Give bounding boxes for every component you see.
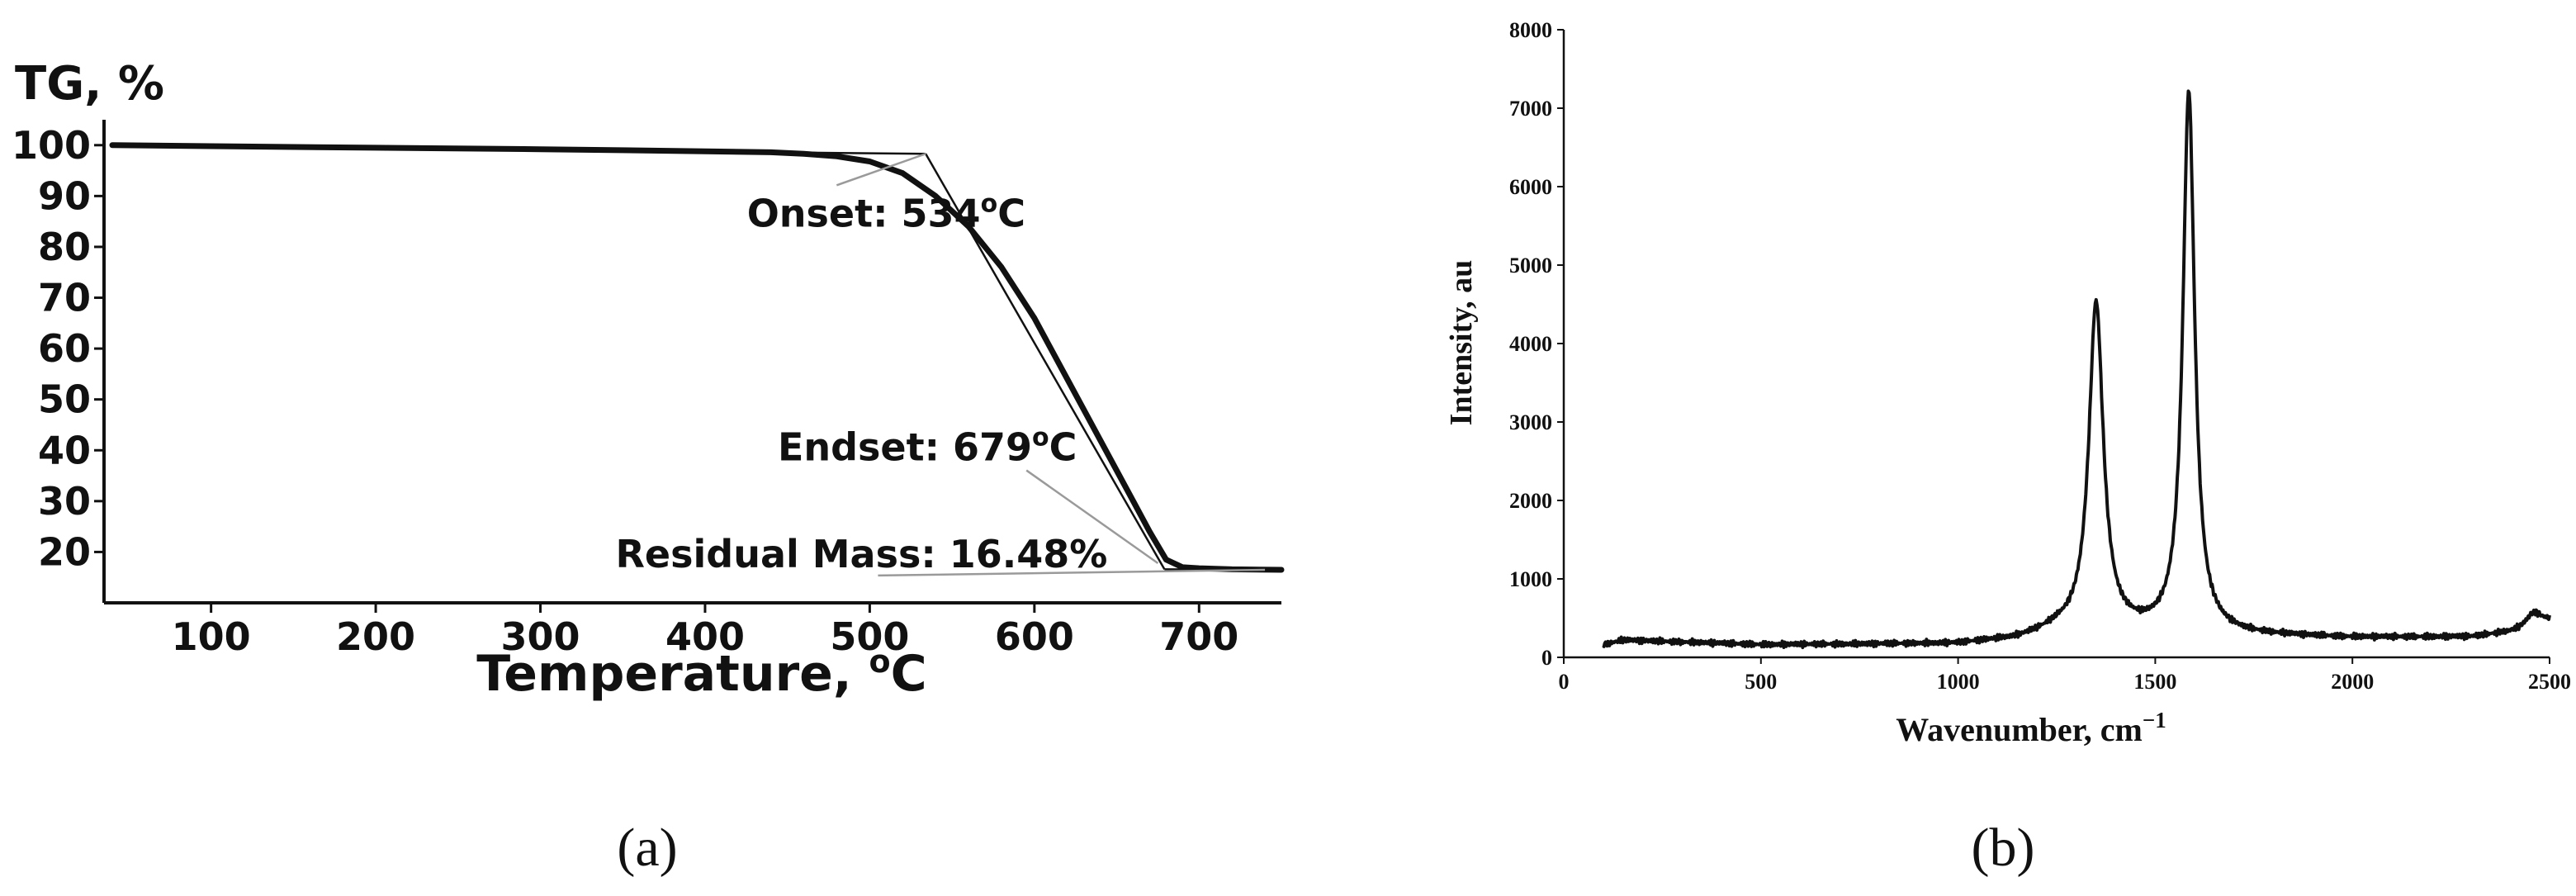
tga-y-tick-label: 20: [38, 529, 91, 574]
raman-x-ticks: 0 500 1000 1500 2000 2500: [1559, 657, 2571, 694]
raman-x-tick-label: 2500: [2528, 670, 2571, 694]
tga-x-tick-label: 600: [995, 614, 1074, 659]
tga-mass-curve: [109, 142, 1285, 573]
raman-y-tick-label: 4000: [1509, 332, 1552, 356]
tga-x-axis-label: Temperature, oC: [476, 643, 926, 703]
tga-annotation-onset: Onset: 534oC: [747, 189, 1025, 235]
raman-y-axis-label: Intensity, au: [1444, 260, 1479, 426]
tga-x-tick-label: 400: [665, 614, 745, 659]
panel-label-b: (b): [1972, 818, 2035, 878]
tga-y-tick-label: 60: [38, 326, 91, 371]
raman-x-tick-label: 500: [1745, 670, 1777, 694]
tga-y-tick-label: 70: [38, 276, 91, 320]
tga-x-tick-label: 700: [1159, 614, 1238, 659]
tga-annotation-endset: Endset: 679oC: [778, 424, 1077, 470]
tga-y-axis-label: TG, %: [15, 57, 164, 111]
raman-y-tick-label: 2000: [1509, 489, 1552, 513]
tga-y-tick-label: 40: [38, 428, 91, 472]
tga-x-ticks: 100 200 300 400 500 600 700: [172, 603, 1238, 659]
raman-axes: [1562, 30, 2550, 659]
tga-y-tick-label: 80: [38, 225, 91, 269]
tga-chart: TG, % 20 30 40 50 60 70 80 90 100 100 200 300 400 50…: [12, 57, 1285, 703]
tga-annotations: Onset: 534oC Endset: 679oC Residual Mass: …: [616, 153, 1266, 577]
raman-y-tick-label: 8000: [1509, 18, 1552, 42]
tga-series: [109, 142, 1285, 573]
raman-x-tick-label: 2000: [2331, 670, 2374, 694]
tga-x-tick-label: 200: [336, 614, 415, 659]
tga-y-tick-label: 100: [12, 123, 91, 168]
tga-annotation-residual: Residual Mass: 16.48%: [616, 532, 1108, 576]
raman-chart: 0 1000 2000 3000 4000 5000 6000 7000 8000 0 500 10…: [1444, 18, 2571, 748]
tga-annotation-leader: [878, 568, 1266, 577]
raman-y-tick-label: 3000: [1509, 410, 1552, 434]
raman-y-ticks: 0 1000 2000 3000 4000 5000 6000 7000 8000: [1509, 18, 1564, 670]
tga-y-ticks: 20 30 40 50 60 70 80 90 100: [12, 123, 104, 574]
raman-y-tick-label: 0: [1541, 646, 1552, 670]
tga-y-tick-label: 50: [38, 377, 91, 422]
raman-x-tick-label: 1500: [2133, 670, 2176, 694]
raman-series: [1602, 89, 2551, 650]
tga-x-tick-label: 100: [172, 614, 251, 659]
raman-x-axis-label: Wavenumber, cm−1: [1896, 708, 2166, 748]
tga-x-tick-label: 300: [501, 614, 580, 659]
tga-y-tick-label: 90: [38, 173, 91, 218]
raman-y-tick-label: 6000: [1509, 175, 1552, 199]
tga-y-tick-label: 30: [38, 479, 91, 524]
raman-x-tick-label: 0: [1559, 670, 1570, 694]
raman-y-tick-label: 5000: [1509, 254, 1552, 277]
tga-annotation-leader: [1025, 469, 1159, 564]
tga-axes: [102, 120, 1281, 604]
raman-y-tick-label: 7000: [1509, 97, 1552, 121]
raman-y-tick-label: 1000: [1509, 567, 1552, 591]
raman-spectrum-line: [1602, 89, 2551, 650]
panel-label-a: (a): [617, 818, 677, 878]
tga-annotation-leader: [836, 153, 926, 187]
tga-x-tick-label: 500: [830, 614, 909, 659]
raman-x-tick-label: 1000: [1937, 670, 1980, 694]
